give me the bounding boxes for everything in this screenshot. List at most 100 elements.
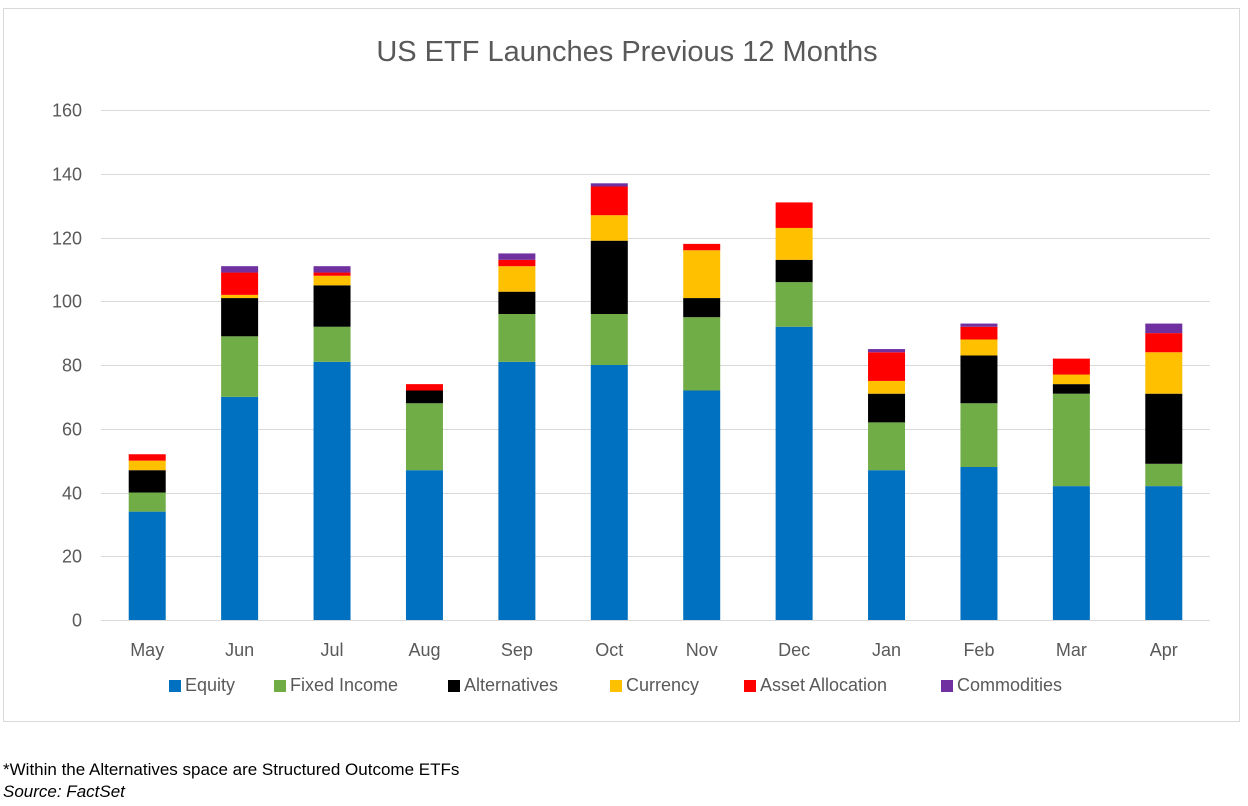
bar-segment	[498, 291, 536, 314]
bar-segment	[313, 326, 351, 362]
x-tick-label: Apr	[1150, 640, 1178, 660]
bar-segment	[590, 314, 628, 365]
y-tick-label: 20	[62, 547, 82, 567]
x-tick-label: Nov	[686, 640, 718, 660]
y-tick-label: 120	[52, 229, 82, 249]
x-axis-ticks: May Jun Jul Aug Sep Oct Nov Dec Jan Feb Mar Apr	[130, 640, 1178, 660]
x-tick-label: Jun	[225, 640, 254, 660]
bar-segment	[683, 243, 721, 251]
bar-segment	[498, 259, 536, 267]
legend-swatch	[610, 680, 622, 692]
bar-segment	[1145, 486, 1183, 620]
bar-segment	[590, 215, 628, 241]
x-tick-label: Mar	[1056, 640, 1087, 660]
legend-label: Alternatives	[464, 675, 558, 695]
bar-segment	[590, 183, 628, 187]
bar-segment	[1052, 358, 1090, 375]
source-note: Source: FactSet	[3, 782, 125, 801]
bar-segment	[960, 323, 998, 327]
bar-segment	[1145, 323, 1183, 334]
bar-segment	[868, 349, 906, 353]
legend-label: Commodities	[957, 675, 1062, 695]
bar-segment	[313, 285, 351, 327]
bar-segment	[775, 202, 813, 228]
x-tick-label: Aug	[408, 640, 440, 660]
y-tick-label: 80	[62, 356, 82, 376]
gridlines	[101, 110, 1210, 621]
bar-segment	[498, 361, 536, 620]
bar-segment	[313, 266, 351, 273]
bar-segment	[775, 259, 813, 283]
x-tick-label: Jan	[872, 640, 901, 660]
bar-segment	[313, 272, 351, 276]
y-tick-label: 100	[52, 292, 82, 312]
bar-segment	[498, 253, 536, 260]
bar-segment	[960, 326, 998, 340]
bar-segment	[868, 380, 906, 394]
chart-title: US ETF Launches Previous 12 Months	[376, 36, 877, 68]
bar-segment	[405, 403, 443, 471]
bar-segment	[1145, 352, 1183, 394]
bar-segment	[1052, 393, 1090, 487]
y-tick-label: 0	[72, 611, 82, 631]
bar-segment	[683, 250, 721, 299]
bar-segment	[221, 396, 259, 620]
bar-segment	[868, 352, 906, 381]
bar-segment	[128, 492, 166, 512]
legend-label: Equity	[185, 675, 235, 695]
legend-label: Fixed Income	[290, 675, 398, 695]
legend-swatch	[274, 680, 286, 692]
y-tick-label: 60	[62, 420, 82, 440]
x-tick-label: Dec	[778, 640, 810, 660]
y-tick-label: 140	[52, 165, 82, 185]
bar-segment	[960, 467, 998, 620]
bar-segment	[405, 390, 443, 404]
legend-label: Currency	[626, 675, 699, 695]
bars	[128, 183, 1183, 620]
bar-segment	[960, 403, 998, 467]
bar-segment	[1052, 486, 1090, 620]
legend-swatch	[448, 680, 460, 692]
bar-segment	[313, 361, 351, 620]
x-tick-label: Oct	[595, 640, 623, 660]
bar-segment	[1052, 384, 1090, 394]
x-tick-label: Sep	[501, 640, 533, 660]
bar-segment	[775, 227, 813, 260]
legend-swatch	[169, 680, 181, 692]
bar-segment	[221, 298, 259, 337]
bar-segment	[405, 384, 443, 391]
bar-segment	[128, 460, 166, 471]
legend: Equity Fixed Income Alternatives Currency As…	[169, 675, 1062, 695]
legend-swatch	[941, 680, 953, 692]
y-tick-label: 40	[62, 484, 82, 504]
bar-segment	[221, 294, 259, 299]
bar-segment	[498, 266, 536, 292]
x-tick-label: May	[130, 640, 164, 660]
bar-segment	[683, 317, 721, 391]
bar-segment	[128, 454, 166, 461]
bar-segment	[221, 336, 259, 397]
bar-segment	[1145, 463, 1183, 487]
x-tick-label: Feb	[963, 640, 994, 660]
bar-segment	[221, 266, 259, 273]
x-tick-label: Jul	[321, 640, 344, 660]
bar-segment	[590, 365, 628, 620]
y-tick-label: 160	[52, 101, 82, 121]
bar-segment	[313, 275, 351, 286]
bar-segment	[683, 298, 721, 318]
bar-segment	[128, 511, 166, 620]
footnote: *Within the Alternatives space are Struc…	[3, 760, 460, 779]
bar-segment	[775, 282, 813, 327]
stacked-bar-chart: US ETF Launches Previous 12 Months 0 20 40…	[52, 36, 1210, 695]
bar-segment	[1145, 333, 1183, 353]
bar-segment	[683, 390, 721, 620]
bar-segment	[868, 422, 906, 471]
bar-segment	[960, 355, 998, 404]
bar-segment	[960, 339, 998, 356]
bar-segment	[775, 326, 813, 620]
legend-swatch	[744, 680, 756, 692]
bar-segment	[405, 470, 443, 620]
bar-segment	[1052, 374, 1090, 385]
bar-segment	[498, 314, 536, 362]
bar-segment	[590, 240, 628, 314]
